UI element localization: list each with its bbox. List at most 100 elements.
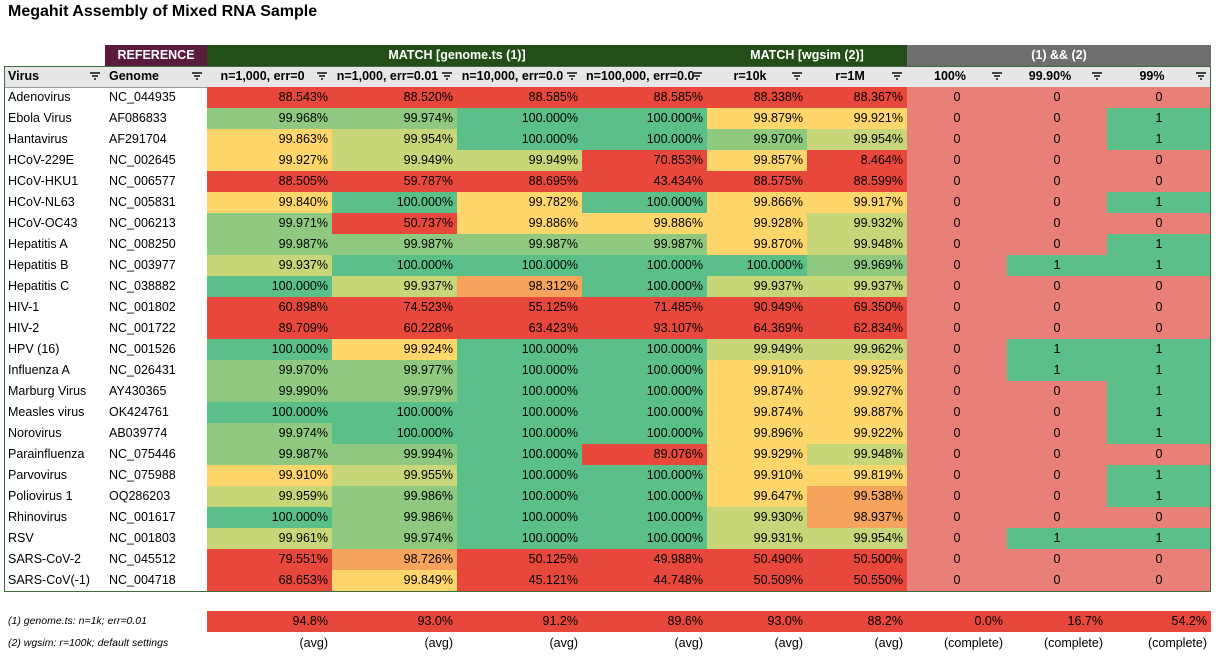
virus-cell[interactable]: Hantavirus bbox=[8, 132, 68, 146]
filter-icon[interactable] bbox=[1196, 72, 1206, 80]
percent-cell[interactable]: 99.929% bbox=[707, 444, 807, 465]
percent-cell[interactable]: 99.954% bbox=[807, 129, 907, 150]
percent-cell[interactable]: 99.857% bbox=[707, 150, 807, 171]
percent-cell[interactable]: 99.948% bbox=[807, 444, 907, 465]
percent-cell[interactable]: 99.937% bbox=[807, 276, 907, 297]
percent-cell[interactable]: 100.000% bbox=[457, 465, 582, 486]
genome-cell[interactable]: NC_001526 bbox=[109, 342, 176, 356]
percent-cell[interactable]: 99.910% bbox=[707, 465, 807, 486]
percent-cell[interactable]: 99.961% bbox=[207, 528, 332, 549]
complete-flag-cell[interactable]: 0 bbox=[1107, 507, 1211, 528]
virus-cell[interactable]: Poliovirus 1 bbox=[8, 489, 73, 503]
percent-cell[interactable]: 99.866% bbox=[707, 192, 807, 213]
percent-cell[interactable]: 99.930% bbox=[707, 507, 807, 528]
virus-cell[interactable]: HIV-2 bbox=[8, 321, 40, 335]
percent-cell[interactable]: 99.948% bbox=[807, 234, 907, 255]
percent-cell[interactable]: 99.921% bbox=[807, 108, 907, 129]
percent-cell[interactable]: 99.968% bbox=[207, 108, 332, 129]
complete-flag-cell[interactable]: 0 bbox=[907, 171, 1007, 192]
complete-flag-cell[interactable]: 0 bbox=[907, 150, 1007, 171]
percent-cell[interactable]: 99.924% bbox=[332, 339, 457, 360]
percent-cell[interactable]: 99.974% bbox=[332, 528, 457, 549]
complete-flag-cell[interactable]: 0 bbox=[1107, 213, 1211, 234]
percent-cell[interactable]: 100.000% bbox=[707, 255, 807, 276]
virus-cell[interactable]: SARS-CoV(-1) bbox=[8, 573, 90, 587]
genome-cell[interactable]: OQ286203 bbox=[109, 489, 171, 503]
column-header[interactable]: r=1M bbox=[807, 66, 907, 87]
percent-cell[interactable]: 99.927% bbox=[207, 150, 332, 171]
complete-flag-cell[interactable]: 0 bbox=[907, 423, 1007, 444]
filter-icon[interactable] bbox=[1092, 72, 1102, 80]
virus-cell[interactable]: RSV bbox=[8, 531, 34, 545]
percent-cell[interactable]: 99.970% bbox=[707, 129, 807, 150]
complete-flag-cell[interactable]: 1 bbox=[1007, 339, 1107, 360]
complete-flag-cell[interactable]: 0 bbox=[1007, 297, 1107, 318]
percent-cell[interactable]: 99.927% bbox=[807, 381, 907, 402]
percent-cell[interactable]: 68.653% bbox=[207, 570, 332, 591]
percent-cell[interactable]: 88.585% bbox=[457, 87, 582, 108]
complete-flag-cell[interactable]: 1 bbox=[1107, 381, 1211, 402]
virus-cell[interactable]: HCoV-NL63 bbox=[8, 195, 75, 209]
summary-value-cell[interactable]: 91.2% bbox=[457, 611, 582, 632]
percent-cell[interactable]: 100.000% bbox=[207, 402, 332, 423]
genome-cell[interactable]: NC_008250 bbox=[109, 237, 176, 251]
percent-cell[interactable]: 89.709% bbox=[207, 318, 332, 339]
percent-cell[interactable]: 99.949% bbox=[457, 150, 582, 171]
complete-flag-cell[interactable]: 0 bbox=[907, 339, 1007, 360]
percent-cell[interactable]: 98.312% bbox=[457, 276, 582, 297]
summary-value-cell[interactable]: 16.7% bbox=[1007, 611, 1107, 632]
complete-flag-cell[interactable]: 0 bbox=[1107, 150, 1211, 171]
percent-cell[interactable]: 99.922% bbox=[807, 423, 907, 444]
percent-cell[interactable]: 99.970% bbox=[207, 360, 332, 381]
percent-cell[interactable]: 99.962% bbox=[807, 339, 907, 360]
complete-flag-cell[interactable]: 0 bbox=[907, 255, 1007, 276]
percent-cell[interactable]: 99.987% bbox=[332, 234, 457, 255]
complete-flag-cell[interactable]: 1 bbox=[1107, 486, 1211, 507]
complete-flag-cell[interactable]: 0 bbox=[907, 108, 1007, 129]
percent-cell[interactable]: 64.369% bbox=[707, 318, 807, 339]
complete-flag-cell[interactable]: 0 bbox=[1107, 87, 1211, 108]
percent-cell[interactable]: 100.000% bbox=[582, 381, 707, 402]
summary-value-cell[interactable]: 89.6% bbox=[582, 611, 707, 632]
complete-flag-cell[interactable]: 0 bbox=[1007, 129, 1107, 150]
complete-flag-cell[interactable]: 0 bbox=[1007, 444, 1107, 465]
percent-cell[interactable]: 71.485% bbox=[582, 297, 707, 318]
percent-cell[interactable]: 100.000% bbox=[457, 528, 582, 549]
percent-cell[interactable]: 62.834% bbox=[807, 318, 907, 339]
percent-cell[interactable]: 100.000% bbox=[457, 423, 582, 444]
virus-cell[interactable]: Influenza A bbox=[8, 363, 70, 377]
percent-cell[interactable]: 99.987% bbox=[207, 234, 332, 255]
percent-cell[interactable]: 99.937% bbox=[332, 276, 457, 297]
complete-flag-cell[interactable]: 1 bbox=[1107, 423, 1211, 444]
genome-cell[interactable]: AF291704 bbox=[109, 132, 167, 146]
complete-flag-cell[interactable]: 1 bbox=[1107, 234, 1211, 255]
genome-cell[interactable]: NC_075988 bbox=[109, 468, 176, 482]
complete-flag-cell[interactable]: 0 bbox=[1007, 276, 1107, 297]
percent-cell[interactable]: 50.125% bbox=[457, 549, 582, 570]
complete-flag-cell[interactable]: 0 bbox=[907, 360, 1007, 381]
percent-cell[interactable]: 100.000% bbox=[332, 192, 457, 213]
percent-cell[interactable]: 74.523% bbox=[332, 297, 457, 318]
genome-cell[interactable]: NC_004718 bbox=[109, 573, 176, 587]
column-header[interactable]: 99% bbox=[1107, 66, 1211, 87]
complete-flag-cell[interactable]: 0 bbox=[1007, 108, 1107, 129]
virus-cell[interactable]: Adenovirus bbox=[8, 90, 71, 104]
percent-cell[interactable]: 99.987% bbox=[457, 234, 582, 255]
percent-cell[interactable]: 60.898% bbox=[207, 297, 332, 318]
percent-cell[interactable]: 99.937% bbox=[207, 255, 332, 276]
complete-flag-cell[interactable]: 0 bbox=[1007, 381, 1107, 402]
percent-cell[interactable]: 88.543% bbox=[207, 87, 332, 108]
percent-cell[interactable]: 60.228% bbox=[332, 318, 457, 339]
complete-flag-cell[interactable]: 0 bbox=[1007, 507, 1107, 528]
percent-cell[interactable]: 99.896% bbox=[707, 423, 807, 444]
percent-cell[interactable]: 100.000% bbox=[332, 402, 457, 423]
percent-cell[interactable]: 100.000% bbox=[457, 381, 582, 402]
percent-cell[interactable]: 99.990% bbox=[207, 381, 332, 402]
percent-cell[interactable]: 99.954% bbox=[807, 528, 907, 549]
complete-flag-cell[interactable]: 0 bbox=[1007, 87, 1107, 108]
filter-icon[interactable] bbox=[992, 72, 1002, 80]
percent-cell[interactable]: 99.974% bbox=[207, 423, 332, 444]
filter-icon[interactable] bbox=[692, 72, 702, 80]
percent-cell[interactable]: 93.107% bbox=[582, 318, 707, 339]
column-header[interactable]: 100% bbox=[907, 66, 1007, 87]
